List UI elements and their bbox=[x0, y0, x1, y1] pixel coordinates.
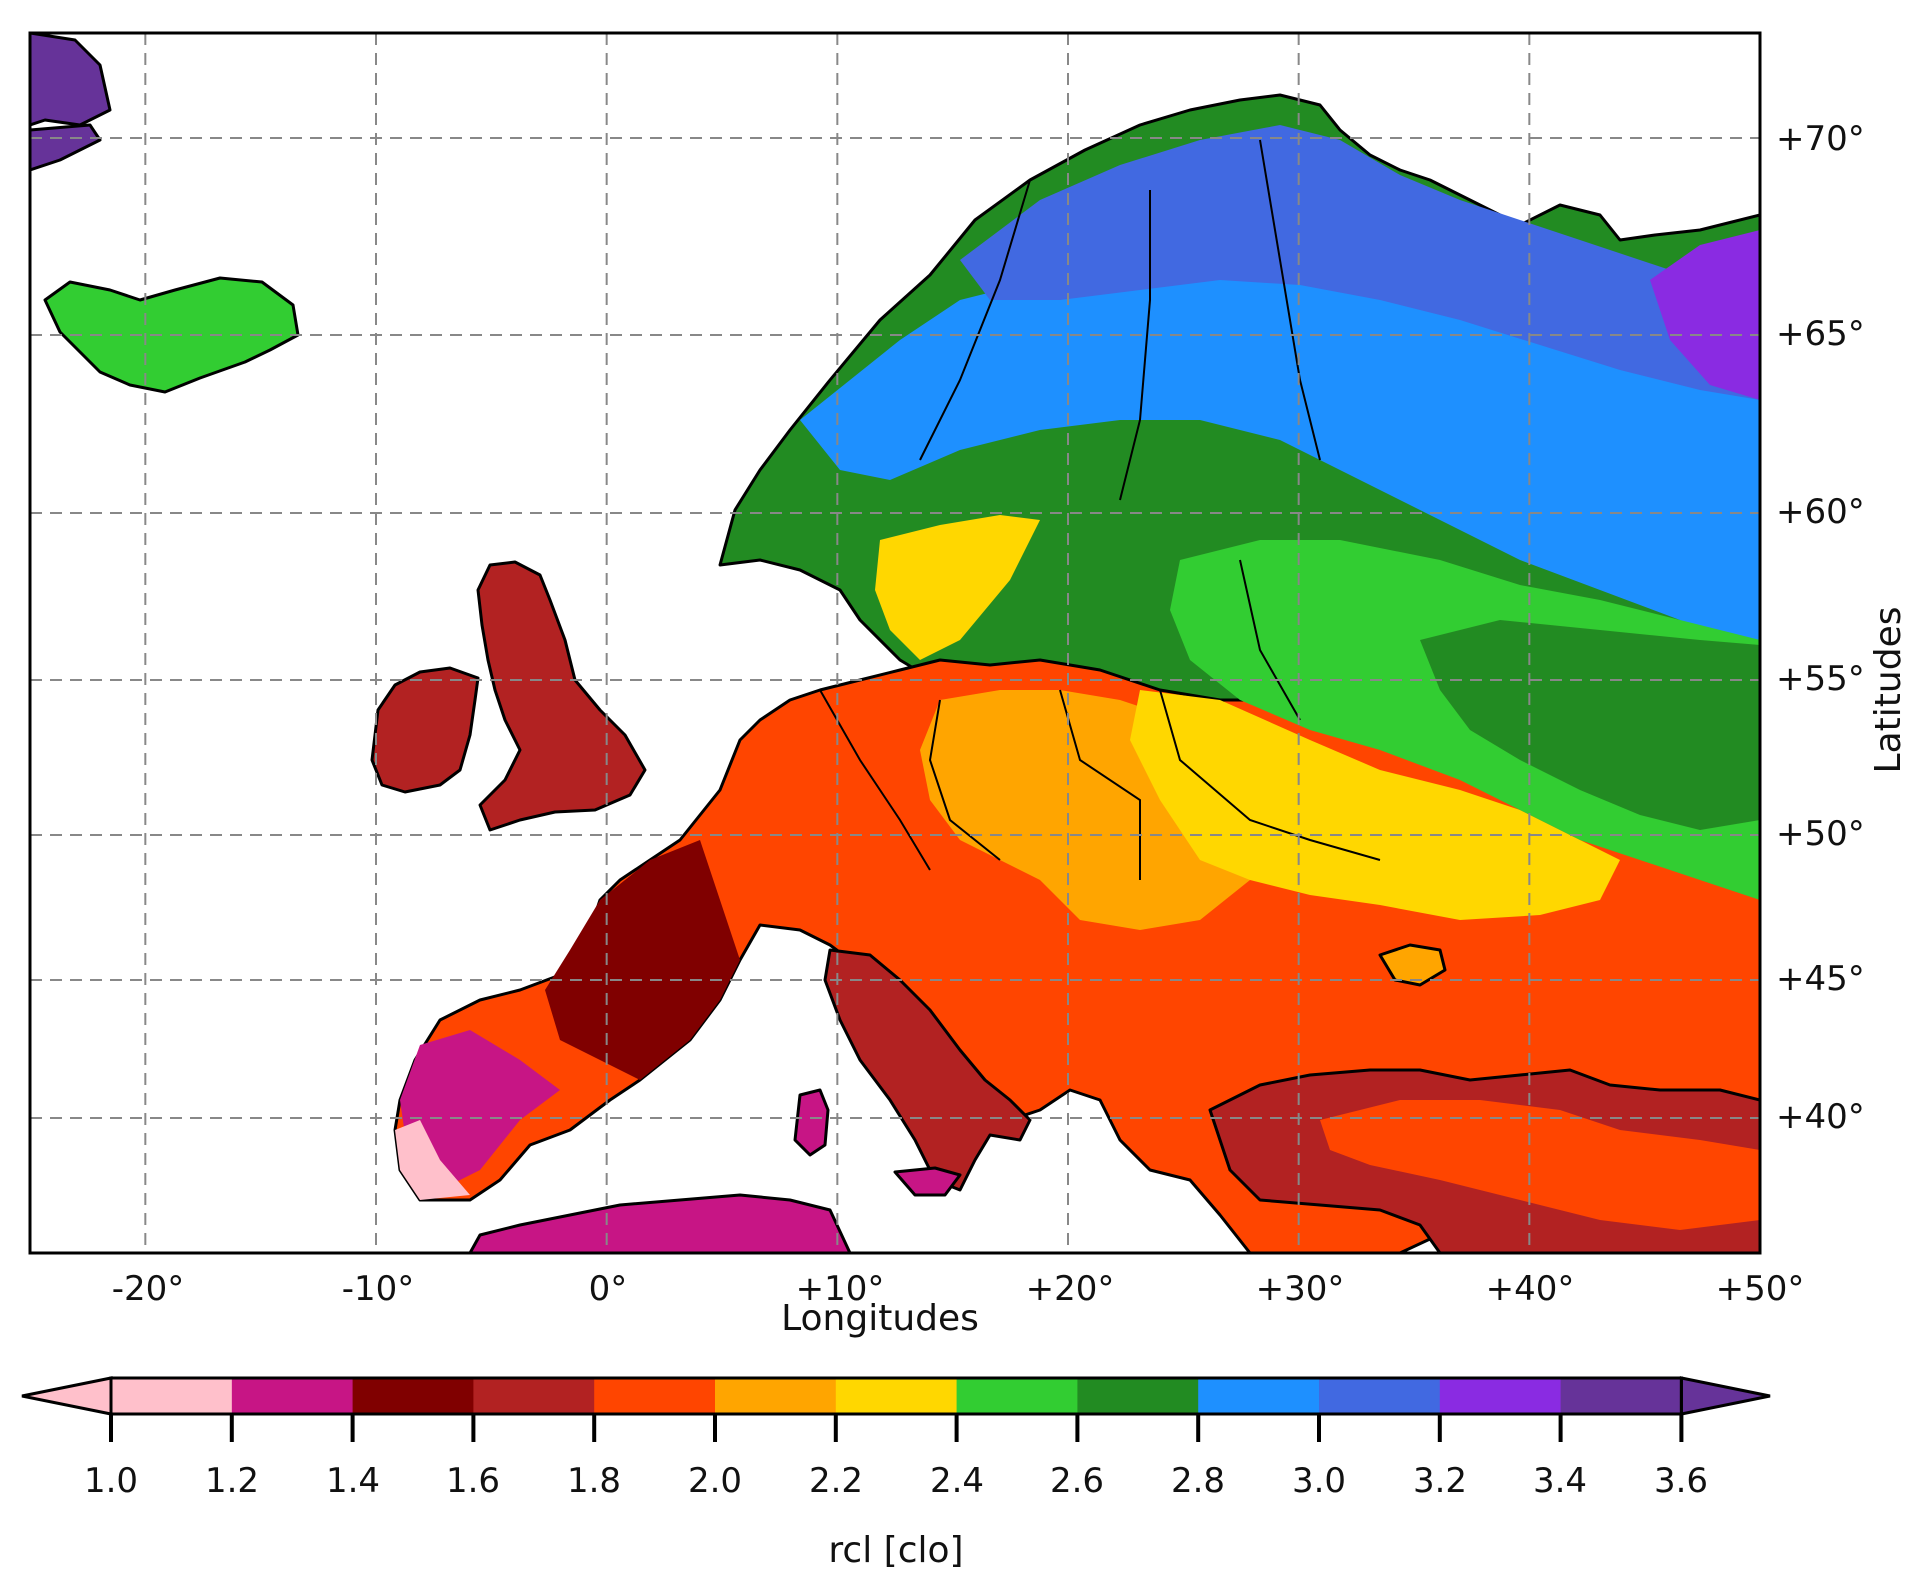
colorbar-tick-label: 1.6 bbox=[446, 1461, 500, 1501]
colorbar-over-extend bbox=[1679, 1376, 1771, 1416]
colorbar-tick-label: 2.2 bbox=[809, 1461, 863, 1501]
lon-tick-label: +10° bbox=[796, 1269, 885, 1309]
colorbar-bin bbox=[231, 1378, 354, 1414]
zone-2-4 bbox=[1130, 690, 1620, 920]
colorbar-bin bbox=[111, 1378, 232, 1414]
colorbar-bin bbox=[835, 1378, 958, 1414]
colorbar-bin bbox=[1198, 1378, 1320, 1414]
border-line bbox=[1239, 559, 1301, 721]
y-axis-label: Latitudes bbox=[1868, 607, 1909, 774]
border-line bbox=[1059, 689, 1141, 880]
lon-tick-label: +30° bbox=[1256, 1269, 1345, 1309]
colorbar-bin bbox=[352, 1378, 474, 1414]
sicily bbox=[893, 1166, 962, 1197]
border-line bbox=[919, 179, 1031, 461]
borders-layer bbox=[819, 139, 1381, 880]
border-line bbox=[1159, 689, 1381, 861]
x-axis-label: Longitudes bbox=[781, 1298, 979, 1339]
colorbar-bin bbox=[1319, 1378, 1441, 1414]
lon-tick-label: -10° bbox=[342, 1269, 415, 1309]
lat-tick-label: +45° bbox=[1776, 959, 1865, 999]
lat-tick-label: +40° bbox=[1776, 1097, 1865, 1137]
border-line bbox=[1119, 190, 1151, 501]
colorbar-under-extend bbox=[21, 1376, 113, 1416]
colorbar-tick-label: 3.0 bbox=[1292, 1461, 1346, 1501]
sardinia bbox=[793, 1088, 830, 1157]
zone-3-2 bbox=[960, 125, 1760, 400]
colorbar-bin bbox=[1439, 1378, 1562, 1414]
colorbar-tick-label: 2.0 bbox=[688, 1461, 742, 1501]
lon-tick-label: +50° bbox=[1716, 1269, 1805, 1309]
lon-tick-label: -20° bbox=[112, 1269, 185, 1309]
colorbar-outline bbox=[109, 1376, 1683, 1416]
colorbar-bin bbox=[473, 1378, 595, 1414]
greenland-land bbox=[30, 33, 112, 127]
border-line bbox=[819, 689, 931, 871]
colorbar-tick-label: 1.2 bbox=[205, 1461, 259, 1501]
colorbar-tick-label: 1.0 bbox=[84, 1461, 138, 1501]
border-line bbox=[928, 699, 1001, 861]
greenland-land-2 bbox=[30, 123, 102, 172]
land-layer bbox=[30, 33, 1760, 1253]
colorbar-bin bbox=[1077, 1378, 1199, 1414]
zone-3-0 bbox=[800, 260, 1760, 640]
zone-3-4 bbox=[1650, 230, 1760, 400]
colorbar-bin bbox=[956, 1378, 1078, 1414]
colorbar bbox=[21, 1376, 1771, 1442]
zone-2-0-anatolia bbox=[1320, 1100, 1760, 1230]
zone-2-8 bbox=[1420, 620, 1760, 830]
lon-tick-label: +20° bbox=[1026, 1269, 1115, 1309]
colorbar-label: rcl [clo] bbox=[828, 1530, 963, 1571]
lat-tick-label: +55° bbox=[1776, 659, 1865, 699]
lat-tick-label: +70° bbox=[1776, 119, 1865, 159]
zone-1-0-iberia bbox=[395, 1120, 470, 1200]
lon-tick-label: 0° bbox=[589, 1269, 628, 1309]
lat-tick-label: +60° bbox=[1776, 492, 1865, 532]
map-frame bbox=[28, 31, 1762, 1255]
lon-tick-label: +40° bbox=[1486, 1269, 1575, 1309]
lat-tick-label: +50° bbox=[1776, 814, 1865, 854]
colorbar-tick-label: 2.4 bbox=[930, 1461, 984, 1501]
colorbar-tick-label: 2.8 bbox=[1171, 1461, 1225, 1501]
colorbar-bin bbox=[1560, 1378, 1682, 1414]
lat-tick-label: +65° bbox=[1776, 314, 1865, 354]
zone-1-2-iberia bbox=[400, 1030, 560, 1190]
grid-lines bbox=[30, 33, 1760, 1253]
colorbar-tick-label: 3.6 bbox=[1654, 1461, 1708, 1501]
colorbar-tick-label: 3.4 bbox=[1533, 1461, 1587, 1501]
zone-2-4-sweden bbox=[875, 515, 1040, 660]
colorbar-tick-label: 2.6 bbox=[1050, 1461, 1104, 1501]
zone-1-4 bbox=[545, 840, 740, 1080]
border-line bbox=[1259, 139, 1321, 461]
colorbar-bin bbox=[594, 1378, 716, 1414]
italy bbox=[823, 948, 1032, 1192]
ireland bbox=[370, 666, 480, 794]
colorbar-tick-label: 1.4 bbox=[326, 1461, 380, 1501]
colorbar-tick-label: 3.2 bbox=[1413, 1461, 1467, 1501]
colorbar-tick-label: 1.8 bbox=[567, 1461, 621, 1501]
colorbar-bin bbox=[715, 1378, 837, 1414]
